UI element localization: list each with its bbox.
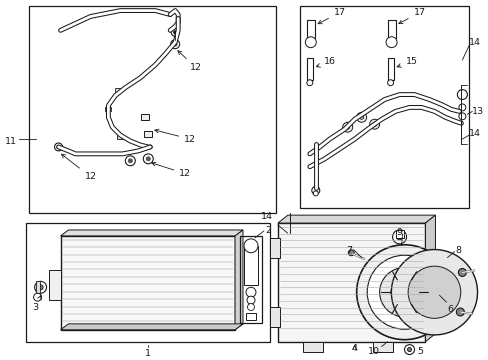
- Text: 16: 16: [316, 58, 335, 67]
- Bar: [141, 114, 149, 120]
- Circle shape: [128, 159, 132, 163]
- Text: 12: 12: [151, 162, 191, 178]
- Circle shape: [457, 269, 466, 276]
- Circle shape: [347, 250, 353, 256]
- Circle shape: [404, 345, 414, 355]
- Polygon shape: [425, 215, 435, 342]
- Circle shape: [356, 112, 366, 122]
- Bar: [117, 135, 123, 139]
- Circle shape: [57, 145, 60, 148]
- Circle shape: [345, 125, 349, 129]
- Circle shape: [392, 230, 406, 244]
- Polygon shape: [61, 324, 243, 330]
- Circle shape: [386, 37, 396, 48]
- Text: 6: 6: [447, 305, 452, 314]
- Bar: [269, 307, 279, 327]
- Bar: [277, 223, 425, 342]
- Text: 4: 4: [351, 344, 357, 353]
- Circle shape: [247, 303, 254, 311]
- Bar: [105, 107, 111, 111]
- Circle shape: [455, 308, 464, 316]
- Circle shape: [143, 154, 153, 164]
- Text: 2: 2: [264, 226, 270, 235]
- Circle shape: [246, 296, 254, 304]
- Circle shape: [306, 80, 312, 86]
- Circle shape: [287, 237, 292, 242]
- Bar: [29, 6, 275, 213]
- Circle shape: [244, 239, 258, 253]
- Bar: [36, 282, 40, 293]
- Bar: [387, 58, 393, 80]
- Text: 12: 12: [155, 129, 196, 144]
- Circle shape: [146, 157, 150, 161]
- Circle shape: [369, 119, 379, 129]
- Bar: [115, 88, 121, 91]
- Bar: [61, 236, 235, 330]
- Text: 10: 10: [367, 347, 379, 356]
- Text: 15: 15: [396, 58, 417, 67]
- Circle shape: [390, 279, 417, 306]
- Circle shape: [390, 249, 477, 335]
- Circle shape: [55, 143, 62, 151]
- Text: 17: 17: [318, 8, 345, 24]
- Text: 3: 3: [33, 296, 41, 311]
- Circle shape: [245, 287, 255, 297]
- Circle shape: [170, 40, 179, 49]
- Text: 5: 5: [417, 347, 423, 356]
- Text: 14: 14: [261, 212, 287, 233]
- Text: 14: 14: [468, 129, 480, 138]
- Circle shape: [407, 266, 460, 318]
- Polygon shape: [277, 215, 435, 223]
- Circle shape: [458, 104, 465, 111]
- Text: 1: 1: [145, 348, 151, 357]
- Bar: [244, 246, 258, 285]
- Circle shape: [458, 113, 465, 120]
- Bar: [269, 238, 279, 258]
- Circle shape: [34, 293, 41, 301]
- Text: 12: 12: [61, 154, 96, 181]
- Circle shape: [305, 37, 316, 48]
- Polygon shape: [235, 230, 243, 330]
- Circle shape: [379, 267, 428, 317]
- Circle shape: [396, 234, 402, 240]
- Circle shape: [313, 191, 318, 196]
- Circle shape: [359, 115, 363, 119]
- Circle shape: [173, 31, 176, 34]
- Text: 14: 14: [468, 38, 480, 47]
- Bar: [144, 131, 152, 137]
- Text: 7: 7: [345, 246, 351, 255]
- Circle shape: [125, 156, 135, 166]
- Bar: [48, 270, 61, 300]
- Circle shape: [372, 122, 376, 126]
- Circle shape: [171, 28, 179, 36]
- Bar: [302, 342, 322, 351]
- Bar: [395, 230, 403, 238]
- Text: 13: 13: [471, 107, 484, 116]
- Text: 9: 9: [396, 228, 402, 237]
- Bar: [245, 313, 255, 320]
- Bar: [306, 21, 314, 38]
- Circle shape: [342, 122, 352, 132]
- Circle shape: [311, 186, 319, 194]
- Circle shape: [366, 255, 441, 329]
- Circle shape: [173, 42, 177, 46]
- Circle shape: [35, 282, 46, 293]
- Circle shape: [456, 90, 467, 99]
- Circle shape: [38, 285, 43, 290]
- Bar: [306, 58, 312, 80]
- Bar: [299, 6, 468, 208]
- Bar: [240, 236, 262, 323]
- Circle shape: [387, 80, 393, 86]
- Circle shape: [407, 347, 411, 351]
- Bar: [372, 342, 392, 351]
- Bar: [387, 21, 395, 38]
- Text: 12: 12: [178, 51, 202, 72]
- Text: 17: 17: [398, 8, 425, 24]
- Circle shape: [356, 245, 451, 340]
- Polygon shape: [61, 230, 243, 236]
- Text: 11: 11: [5, 137, 17, 146]
- Bar: [25, 223, 269, 342]
- Text: 8: 8: [454, 246, 461, 255]
- Circle shape: [285, 231, 293, 239]
